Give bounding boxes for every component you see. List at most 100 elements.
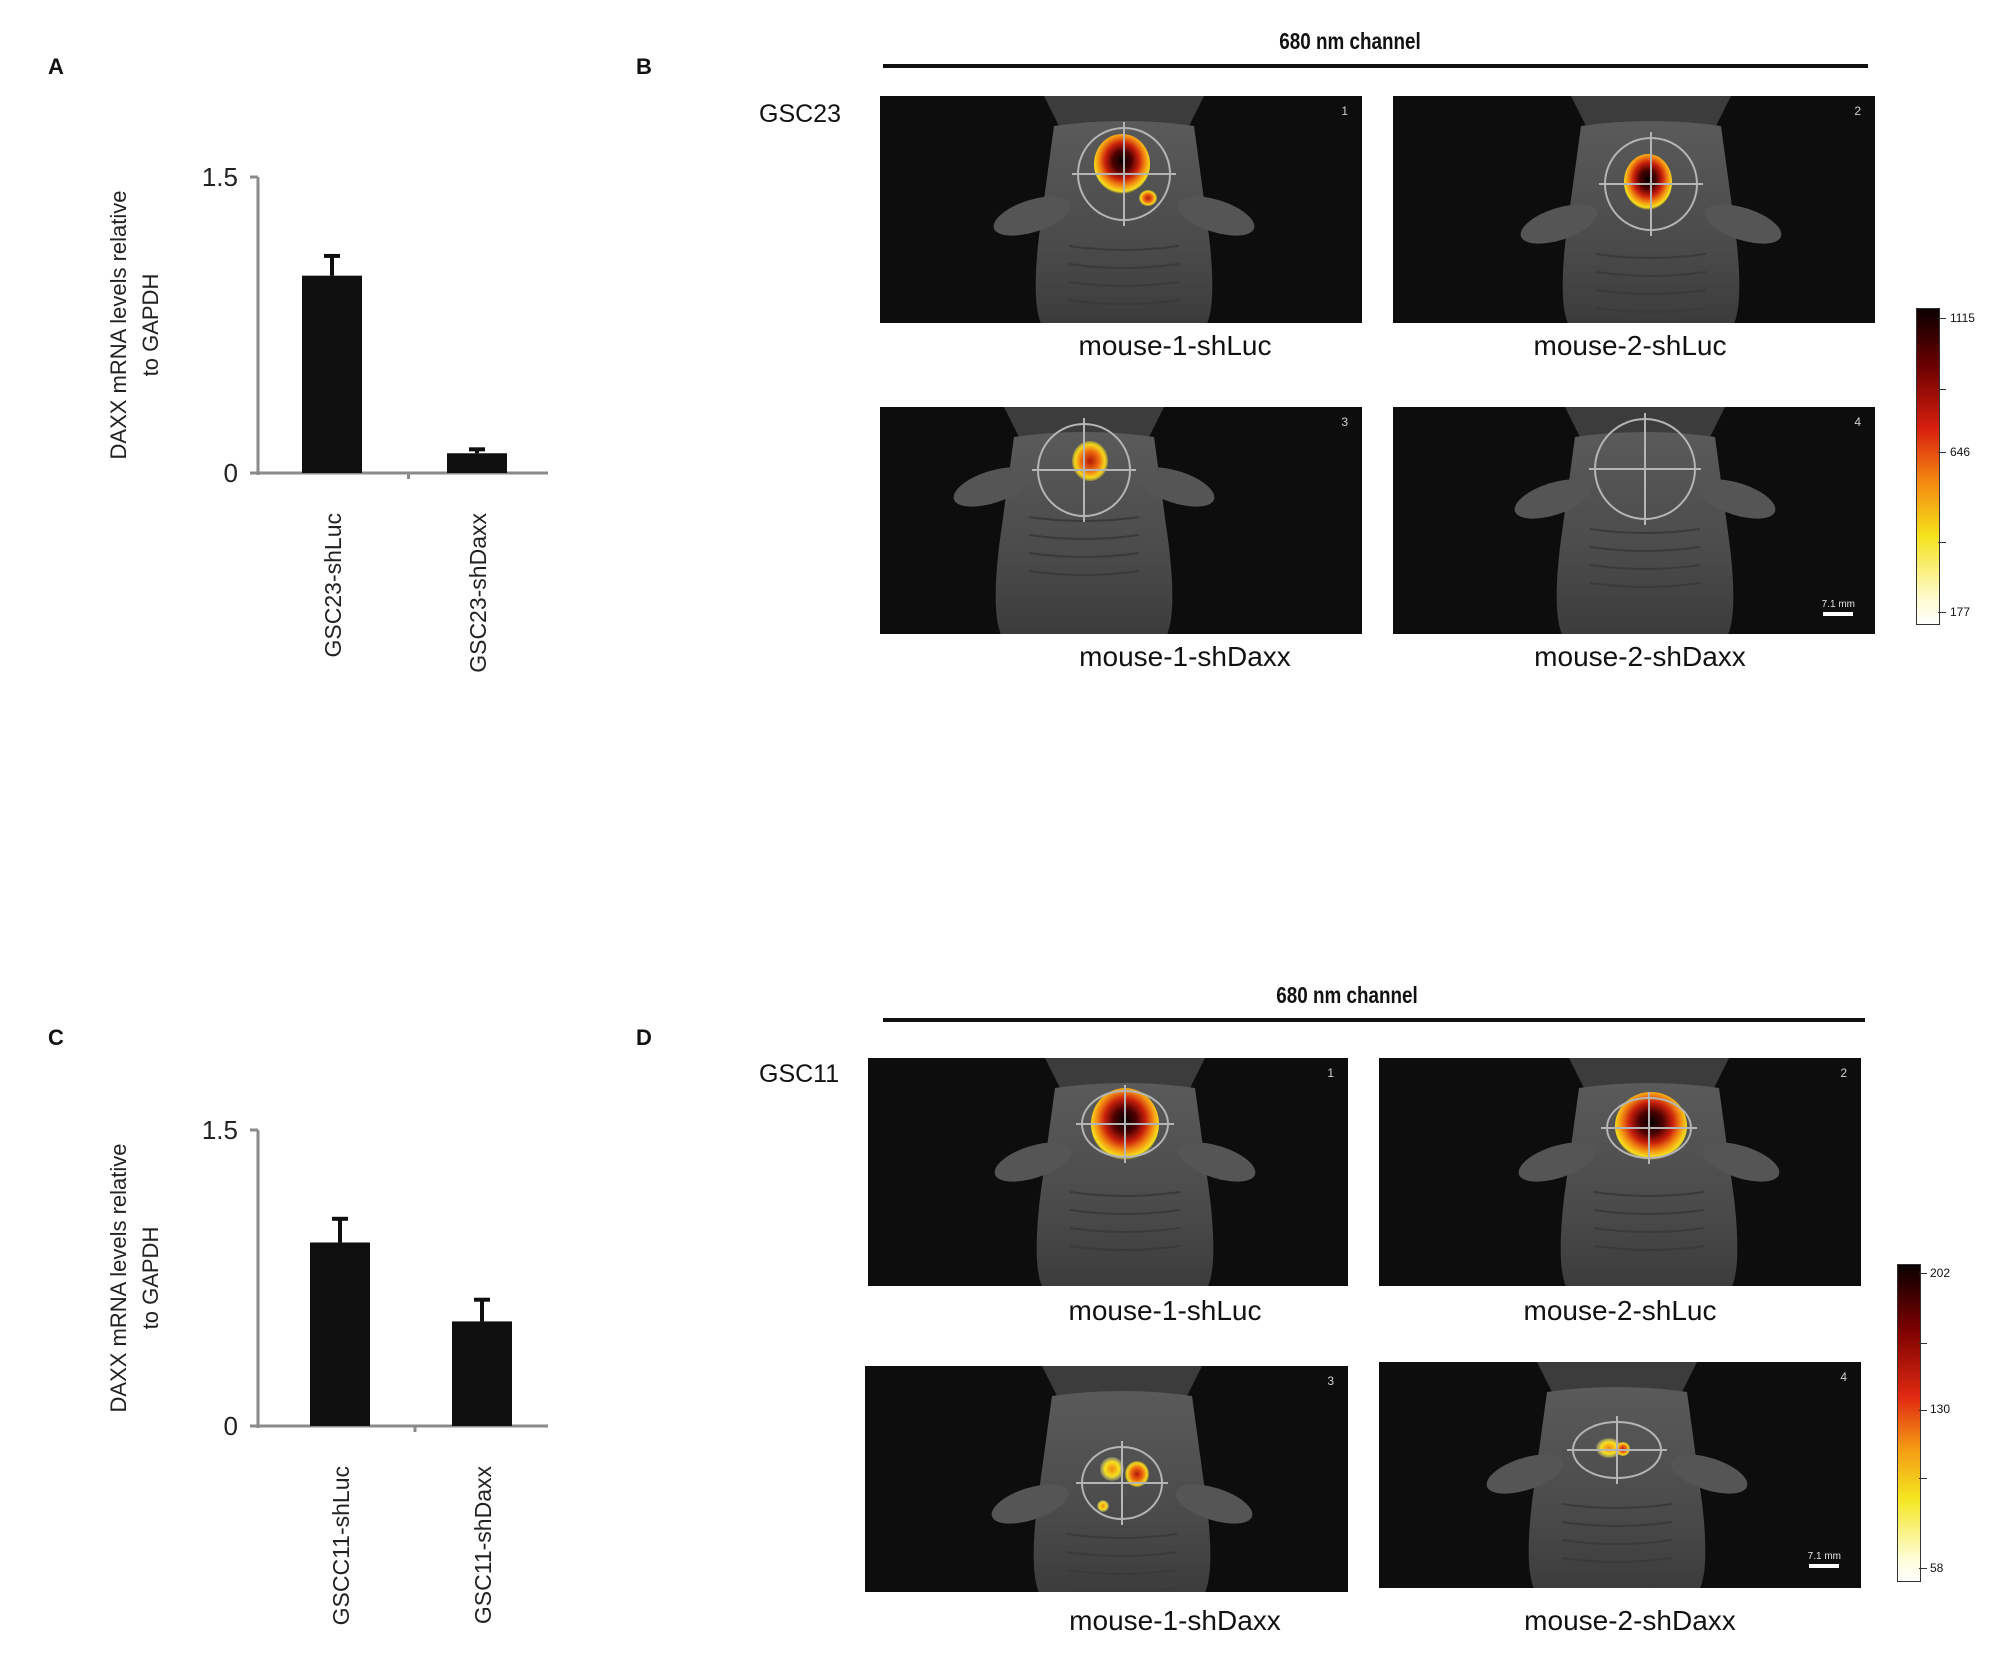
skin-fold <box>1068 281 1180 287</box>
skin-fold <box>1589 528 1701 534</box>
colorbar-tick <box>1919 1478 1927 1479</box>
panel-label-c: C <box>48 1025 64 1050</box>
fluorescence-signal <box>1072 441 1108 481</box>
a-bar-2 <box>447 453 507 473</box>
skin-fold <box>1066 1533 1178 1539</box>
skin-fold <box>1066 1551 1178 1557</box>
colorbar-tick <box>1919 1568 1927 1569</box>
skin-fold <box>1028 552 1140 558</box>
intensity-colorbar-b <box>1916 308 1940 625</box>
skin-fold <box>1069 1245 1181 1251</box>
scale-bar-label: 7.1 mm <box>1807 1551 1841 1562</box>
colorbar-tick <box>1919 1273 1927 1274</box>
mouse-image <box>1486 1362 1748 1588</box>
colorbar-max-label: 1115 <box>1950 311 1975 325</box>
panel-label-b: B <box>636 54 652 79</box>
forelimb-left <box>994 1142 1072 1182</box>
scale-bar-label: 7.1 mm <box>1821 599 1855 610</box>
colorbar-max-label: 202 <box>1930 1266 1951 1280</box>
forelimb-left <box>1514 479 1592 519</box>
channel-heading-d: 680 nm channel <box>1276 982 1418 1008</box>
skin-fold <box>1589 546 1701 552</box>
skin-fold <box>1595 289 1707 295</box>
mouse-image <box>1518 1058 1780 1286</box>
mouse-body <box>1528 1387 1706 1588</box>
fluorescence-signal <box>1097 1500 1109 1512</box>
mouse-image <box>953 407 1215 634</box>
forelimb-right <box>1177 196 1255 236</box>
y-tick-label: 1.5 <box>202 1115 238 1145</box>
fluorescence-signal <box>1615 1092 1687 1160</box>
image-label-b2: mouse-2-shLuc <box>1533 330 1727 361</box>
y-tick-label: 0 <box>224 458 238 488</box>
fluorescence-signal <box>1100 1457 1124 1481</box>
imaging-panel-b4: 4 7.1 mm <box>1393 407 1875 634</box>
colorbar-min-label: 58 <box>1930 1561 1944 1575</box>
skin-fold <box>1069 1191 1181 1197</box>
colorbar-tick <box>1938 542 1946 543</box>
mouse-image <box>1520 96 1782 323</box>
imaging-panel-d4: 4 7.1 mm <box>1379 1362 1861 1588</box>
image-label-d4: mouse-2-shDaxx <box>1524 1605 1736 1636</box>
cell-line-label-b: GSC23 <box>759 100 841 128</box>
skin-fold <box>1066 1587 1178 1592</box>
scale-bar-line <box>1809 1564 1840 1568</box>
skin-fold <box>1589 582 1701 588</box>
fluorescence-signal <box>1596 1438 1622 1458</box>
imaging-panel-b1: 1 <box>880 96 1362 323</box>
image-label-d3: mouse-1-shDaxx <box>1069 1605 1281 1636</box>
forelimb-right <box>1670 1454 1748 1494</box>
x-tick-label: GSCC11-shLuc <box>328 1466 354 1625</box>
mouse-image <box>991 1366 1253 1592</box>
skin-fold <box>1561 1521 1673 1527</box>
forelimb-left <box>993 196 1071 236</box>
bar-chart-a: 0 1.5 GSC23-shLuc GSC23-shDaxx DAXX mRNA lev… <box>106 162 548 673</box>
x-tick-label: GSC23-shDaxx <box>465 513 491 673</box>
panel-number: 1 <box>1341 104 1348 118</box>
skin-fold <box>1561 1503 1673 1509</box>
fluorescence-signal <box>1139 190 1157 206</box>
fluorescence-signal <box>1094 134 1150 194</box>
panel-number: 2 <box>1854 104 1861 118</box>
image-label-b4: mouse-2-shDaxx <box>1534 641 1746 672</box>
image-label-b3: mouse-1-shDaxx <box>1079 641 1291 672</box>
forelimb-right <box>1698 479 1776 519</box>
forelimb-left <box>1520 204 1598 244</box>
forelimb-left <box>953 467 1031 507</box>
scale-bar-line <box>1823 612 1854 616</box>
channel-rule-b <box>883 64 1868 68</box>
mouse-body <box>1036 1083 1214 1286</box>
colorbar-min-label: 177 <box>1950 605 1971 619</box>
panel-number: 3 <box>1341 415 1348 429</box>
forelimb-left <box>1518 1142 1596 1182</box>
fluorescence-signal <box>1125 1461 1149 1487</box>
forelimb-right <box>1175 1484 1253 1524</box>
forelimb-right <box>1137 467 1215 507</box>
colorbar-tick <box>1938 318 1946 319</box>
colorbar-mid-label: 646 <box>1950 445 1971 459</box>
forelimb-right <box>1178 1142 1256 1182</box>
imaging-panel-d1: 1 <box>868 1058 1348 1286</box>
panel-number: 4 <box>1854 415 1861 429</box>
imaging-panel-b2: 2 <box>1393 96 1875 323</box>
scale-bar: 7.1 mm <box>1822 599 1855 616</box>
colorbar-tick <box>1938 389 1946 390</box>
skin-fold <box>1561 1539 1673 1545</box>
scale-bar: 7.1 mm <box>1808 1551 1841 1568</box>
a-bar-1 <box>302 275 362 473</box>
skin-fold <box>1593 1227 1705 1233</box>
bar-chart-c: 0 1.5 GSCC11-shLuc GSC11-shDaxx DAXX mRNA le… <box>106 1115 548 1625</box>
skin-fold <box>1561 1557 1673 1563</box>
y-tick-label: 0 <box>224 1411 238 1441</box>
panel-label-d: D <box>636 1025 652 1050</box>
mouse-image <box>993 96 1255 323</box>
skin-fold <box>1593 1209 1705 1215</box>
c-bar-1 <box>310 1242 370 1426</box>
image-label-d1: mouse-1-shLuc <box>1068 1295 1262 1326</box>
skin-fold <box>1068 245 1180 251</box>
colorbar-tick <box>1938 452 1946 453</box>
y-axis-title: to GAPDH <box>138 1227 163 1330</box>
image-label-b1: mouse-1-shLuc <box>1078 330 1272 361</box>
panel-number: 2 <box>1840 1066 1847 1080</box>
x-tick-label: GSC11-shDaxx <box>470 1466 496 1625</box>
